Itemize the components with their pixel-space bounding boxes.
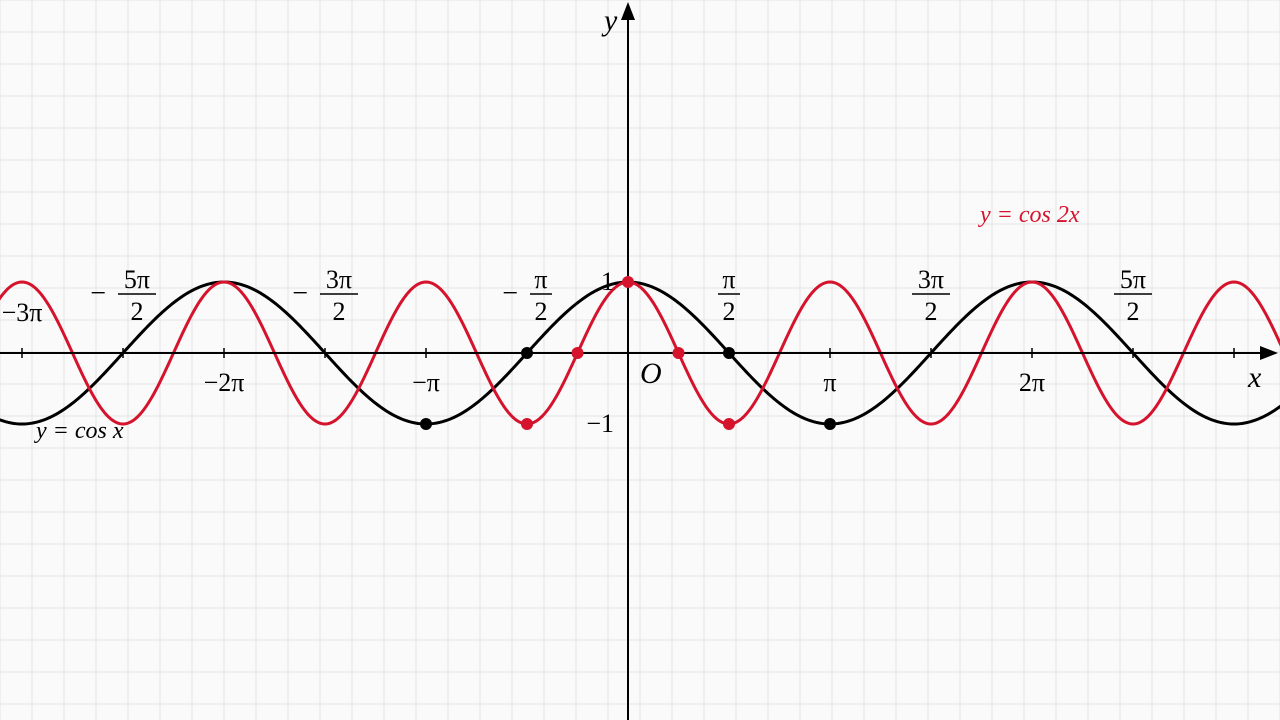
svg-text:2: 2 — [723, 297, 736, 326]
svg-text:2: 2 — [535, 297, 548, 326]
y-tick-label: −1 — [586, 409, 614, 438]
y-axis-label: y — [601, 4, 618, 37]
marker-cos2x — [571, 347, 583, 359]
svg-text:5π: 5π — [124, 265, 150, 294]
x-tick-label: 2π — [1019, 368, 1045, 397]
svg-text:2: 2 — [1127, 297, 1140, 326]
x-tick-label: −π — [412, 368, 440, 397]
svg-text:5π: 5π — [1120, 265, 1146, 294]
curve-label-cos_2x: y = cos 2x — [978, 202, 1080, 228]
x-axis-label: x — [1247, 361, 1262, 394]
trig-chart: yxO1−1−3π−5π2−2π−3π2−π−π2π2π3π22π5π2y = … — [0, 0, 1280, 720]
marker-cosx — [723, 347, 735, 359]
marker-cos2x — [723, 418, 735, 430]
svg-text:2: 2 — [925, 297, 938, 326]
marker-cos2x — [521, 418, 533, 430]
marker-cosx — [420, 418, 432, 430]
svg-text:3π: 3π — [918, 265, 944, 294]
svg-text:2: 2 — [131, 297, 144, 326]
x-tick-label: −3π — [2, 298, 43, 327]
svg-text:π: π — [534, 265, 547, 294]
svg-text:−: − — [292, 278, 308, 309]
origin-label: O — [640, 357, 662, 390]
svg-text:−: − — [502, 278, 518, 309]
svg-text:π: π — [722, 265, 735, 294]
curve-label-cos_x: y = cos x — [34, 418, 124, 444]
y-tick-label: 1 — [601, 267, 614, 296]
svg-text:3π: 3π — [326, 265, 352, 294]
svg-text:−: − — [90, 278, 106, 309]
marker-cos2x — [673, 347, 685, 359]
marker-cos2x — [622, 276, 634, 288]
marker-cosx — [824, 418, 836, 430]
marker-cosx — [521, 347, 533, 359]
x-tick-label: π — [823, 368, 836, 397]
svg-text:2: 2 — [333, 297, 346, 326]
x-tick-label: −2π — [204, 368, 245, 397]
